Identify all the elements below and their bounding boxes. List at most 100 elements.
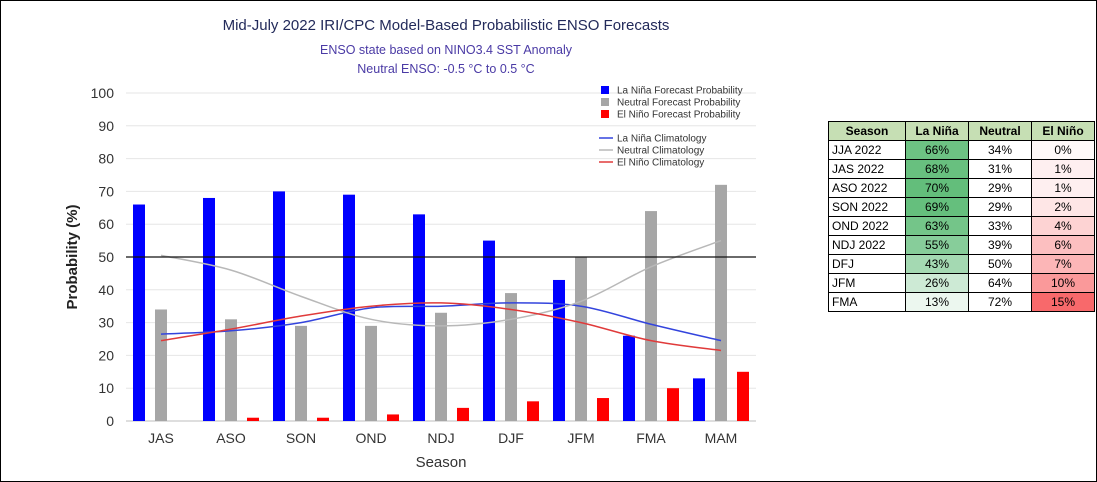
legend-label: Neutral Climatology (617, 146, 704, 157)
table-cell-el-nino: 2% (1031, 197, 1095, 217)
table-cell-el-nino: 1% (1031, 159, 1095, 179)
x-tick-label: ASO (216, 430, 246, 446)
table-cell-season: JJA 2022 (828, 140, 906, 160)
bar-neutral (225, 319, 237, 421)
bar-neutral (575, 257, 587, 421)
bar-la-nina (413, 214, 425, 421)
table-header-la-nina: La Niña (905, 121, 969, 141)
table-cell-el-nino: 10% (1031, 273, 1095, 293)
y-tick-label: 50 (98, 249, 114, 265)
table-cell-neutral: 29% (968, 197, 1032, 217)
bar-el-nino (527, 401, 539, 421)
legend-swatch-neutral (601, 98, 609, 106)
table-cell-season: SON 2022 (828, 197, 906, 217)
x-tick-label: JAS (148, 430, 174, 446)
table-cell-season: FMA (828, 292, 906, 312)
table-cell-neutral: 39% (968, 235, 1032, 255)
climatology-line-neutral (160, 239, 722, 327)
table-cell-la-nina: 26% (905, 273, 969, 293)
table-cell-la-nina: 55% (905, 235, 969, 255)
table-cell-el-nino: 4% (1031, 216, 1095, 236)
table-row: DFJ 43% 50% 7% (828, 254, 1095, 274)
table-cell-season: OND 2022 (828, 216, 906, 236)
y-tick-label: 30 (98, 315, 114, 331)
table-cell-la-nina: 63% (905, 216, 969, 236)
bar-neutral (155, 309, 167, 421)
y-tick-label: 0 (106, 413, 114, 429)
legend-label: La Niña Forecast Probability (617, 86, 743, 97)
table-cell-season: NDJ 2022 (828, 235, 906, 255)
table-cell-season: DFJ (828, 254, 906, 274)
bar-la-nina (623, 335, 635, 421)
bar-la-nina (483, 240, 495, 421)
table-cell-el-nino: 15% (1031, 292, 1095, 312)
chart-title: Mid-July 2022 IRI/CPC Model-Based Probab… (222, 17, 670, 34)
bar-la-nina (133, 204, 145, 421)
bar-el-nino (317, 417, 329, 421)
chart-subtitle-line-1: ENSO state based on NINO3.4 SST Anomaly (320, 43, 572, 57)
x-tick-label: JFM (567, 430, 594, 446)
table-header-season: Season (828, 121, 906, 141)
x-tick-label: SON (286, 430, 316, 446)
bar-el-nino (737, 371, 749, 421)
table-cell-neutral: 31% (968, 159, 1032, 179)
x-axis-title: Season (416, 454, 467, 471)
table-row: SON 2022 69% 29% 2% (828, 197, 1095, 217)
y-tick-label: 80 (98, 151, 114, 167)
table-cell-el-nino: 0% (1031, 140, 1095, 160)
bar-la-nina (553, 279, 565, 421)
bar-la-nina (273, 191, 285, 421)
bar-la-nina (693, 378, 705, 421)
bar-el-nino (597, 398, 609, 421)
table-cell-neutral: 33% (968, 216, 1032, 236)
probability-table: Season La Niña Neutral El Niño JJA 2022 6… (828, 121, 1095, 312)
table-cell-la-nina: 66% (905, 140, 969, 160)
y-tick-label: 70 (98, 183, 114, 199)
climatology-line-el-nino (160, 302, 722, 352)
bar-el-nino (457, 407, 469, 421)
table-cell-neutral: 34% (968, 140, 1032, 160)
legend-label: Neutral Forecast Probability (617, 98, 740, 109)
table-cell-la-nina: 70% (905, 178, 969, 198)
table-header-el-nino: El Niño (1031, 121, 1095, 141)
x-tick-label: FMA (636, 430, 666, 446)
bar-neutral (295, 325, 307, 421)
y-tick-label: 10 (98, 380, 114, 396)
x-tick-label: MAM (705, 430, 738, 446)
table-row: JAS 2022 68% 31% 1% (828, 159, 1095, 179)
table-row: JFM 26% 64% 10% (828, 273, 1095, 293)
bar-el-nino (247, 417, 259, 421)
table-header-row: Season La Niña Neutral El Niño (828, 121, 1095, 141)
legend-label: La Niña Climatology (617, 134, 707, 145)
y-tick-label: 40 (98, 282, 114, 298)
legend-swatch-el-nino (601, 110, 609, 118)
bar-el-nino (387, 414, 399, 421)
table-cell-neutral: 72% (968, 292, 1032, 312)
table-cell-el-nino: 1% (1031, 178, 1095, 198)
table-cell-neutral: 29% (968, 178, 1032, 198)
x-tick-label: OND (355, 430, 386, 446)
bar-el-nino (667, 388, 679, 421)
table-cell-la-nina: 69% (905, 197, 969, 217)
y-tick-label: 90 (98, 118, 114, 134)
bar-neutral (505, 293, 517, 421)
table-cell-season: JFM (828, 273, 906, 293)
x-tick-label: DJF (498, 430, 524, 446)
y-tick-label: 60 (98, 216, 114, 232)
table-cell-neutral: 64% (968, 273, 1032, 293)
table-header-neutral: Neutral (968, 121, 1032, 141)
table-cell-el-nino: 6% (1031, 235, 1095, 255)
y-axis-title: Probability (%) (64, 204, 81, 309)
table-row: JJA 2022 66% 34% 0% (828, 140, 1095, 160)
enso-probability-chart: 0 10 20 30 40 50 60 70 80 90 100 JAS ASO SON OND NDJ DJF… (64, 85, 756, 471)
x-tick-label: NDJ (427, 430, 454, 446)
y-tick-label: 100 (91, 85, 115, 101)
legend-swatch-la-nina (601, 86, 609, 94)
table-row: FMA 13% 72% 15% (828, 292, 1095, 312)
chart-subtitle-line-2: Neutral ENSO: -0.5 °C to 0.5 °C (357, 62, 535, 76)
table-row: OND 2022 63% 33% 4% (828, 216, 1095, 236)
table-cell-la-nina: 68% (905, 159, 969, 179)
bar-neutral (435, 312, 447, 421)
y-tick-label: 20 (98, 347, 114, 363)
